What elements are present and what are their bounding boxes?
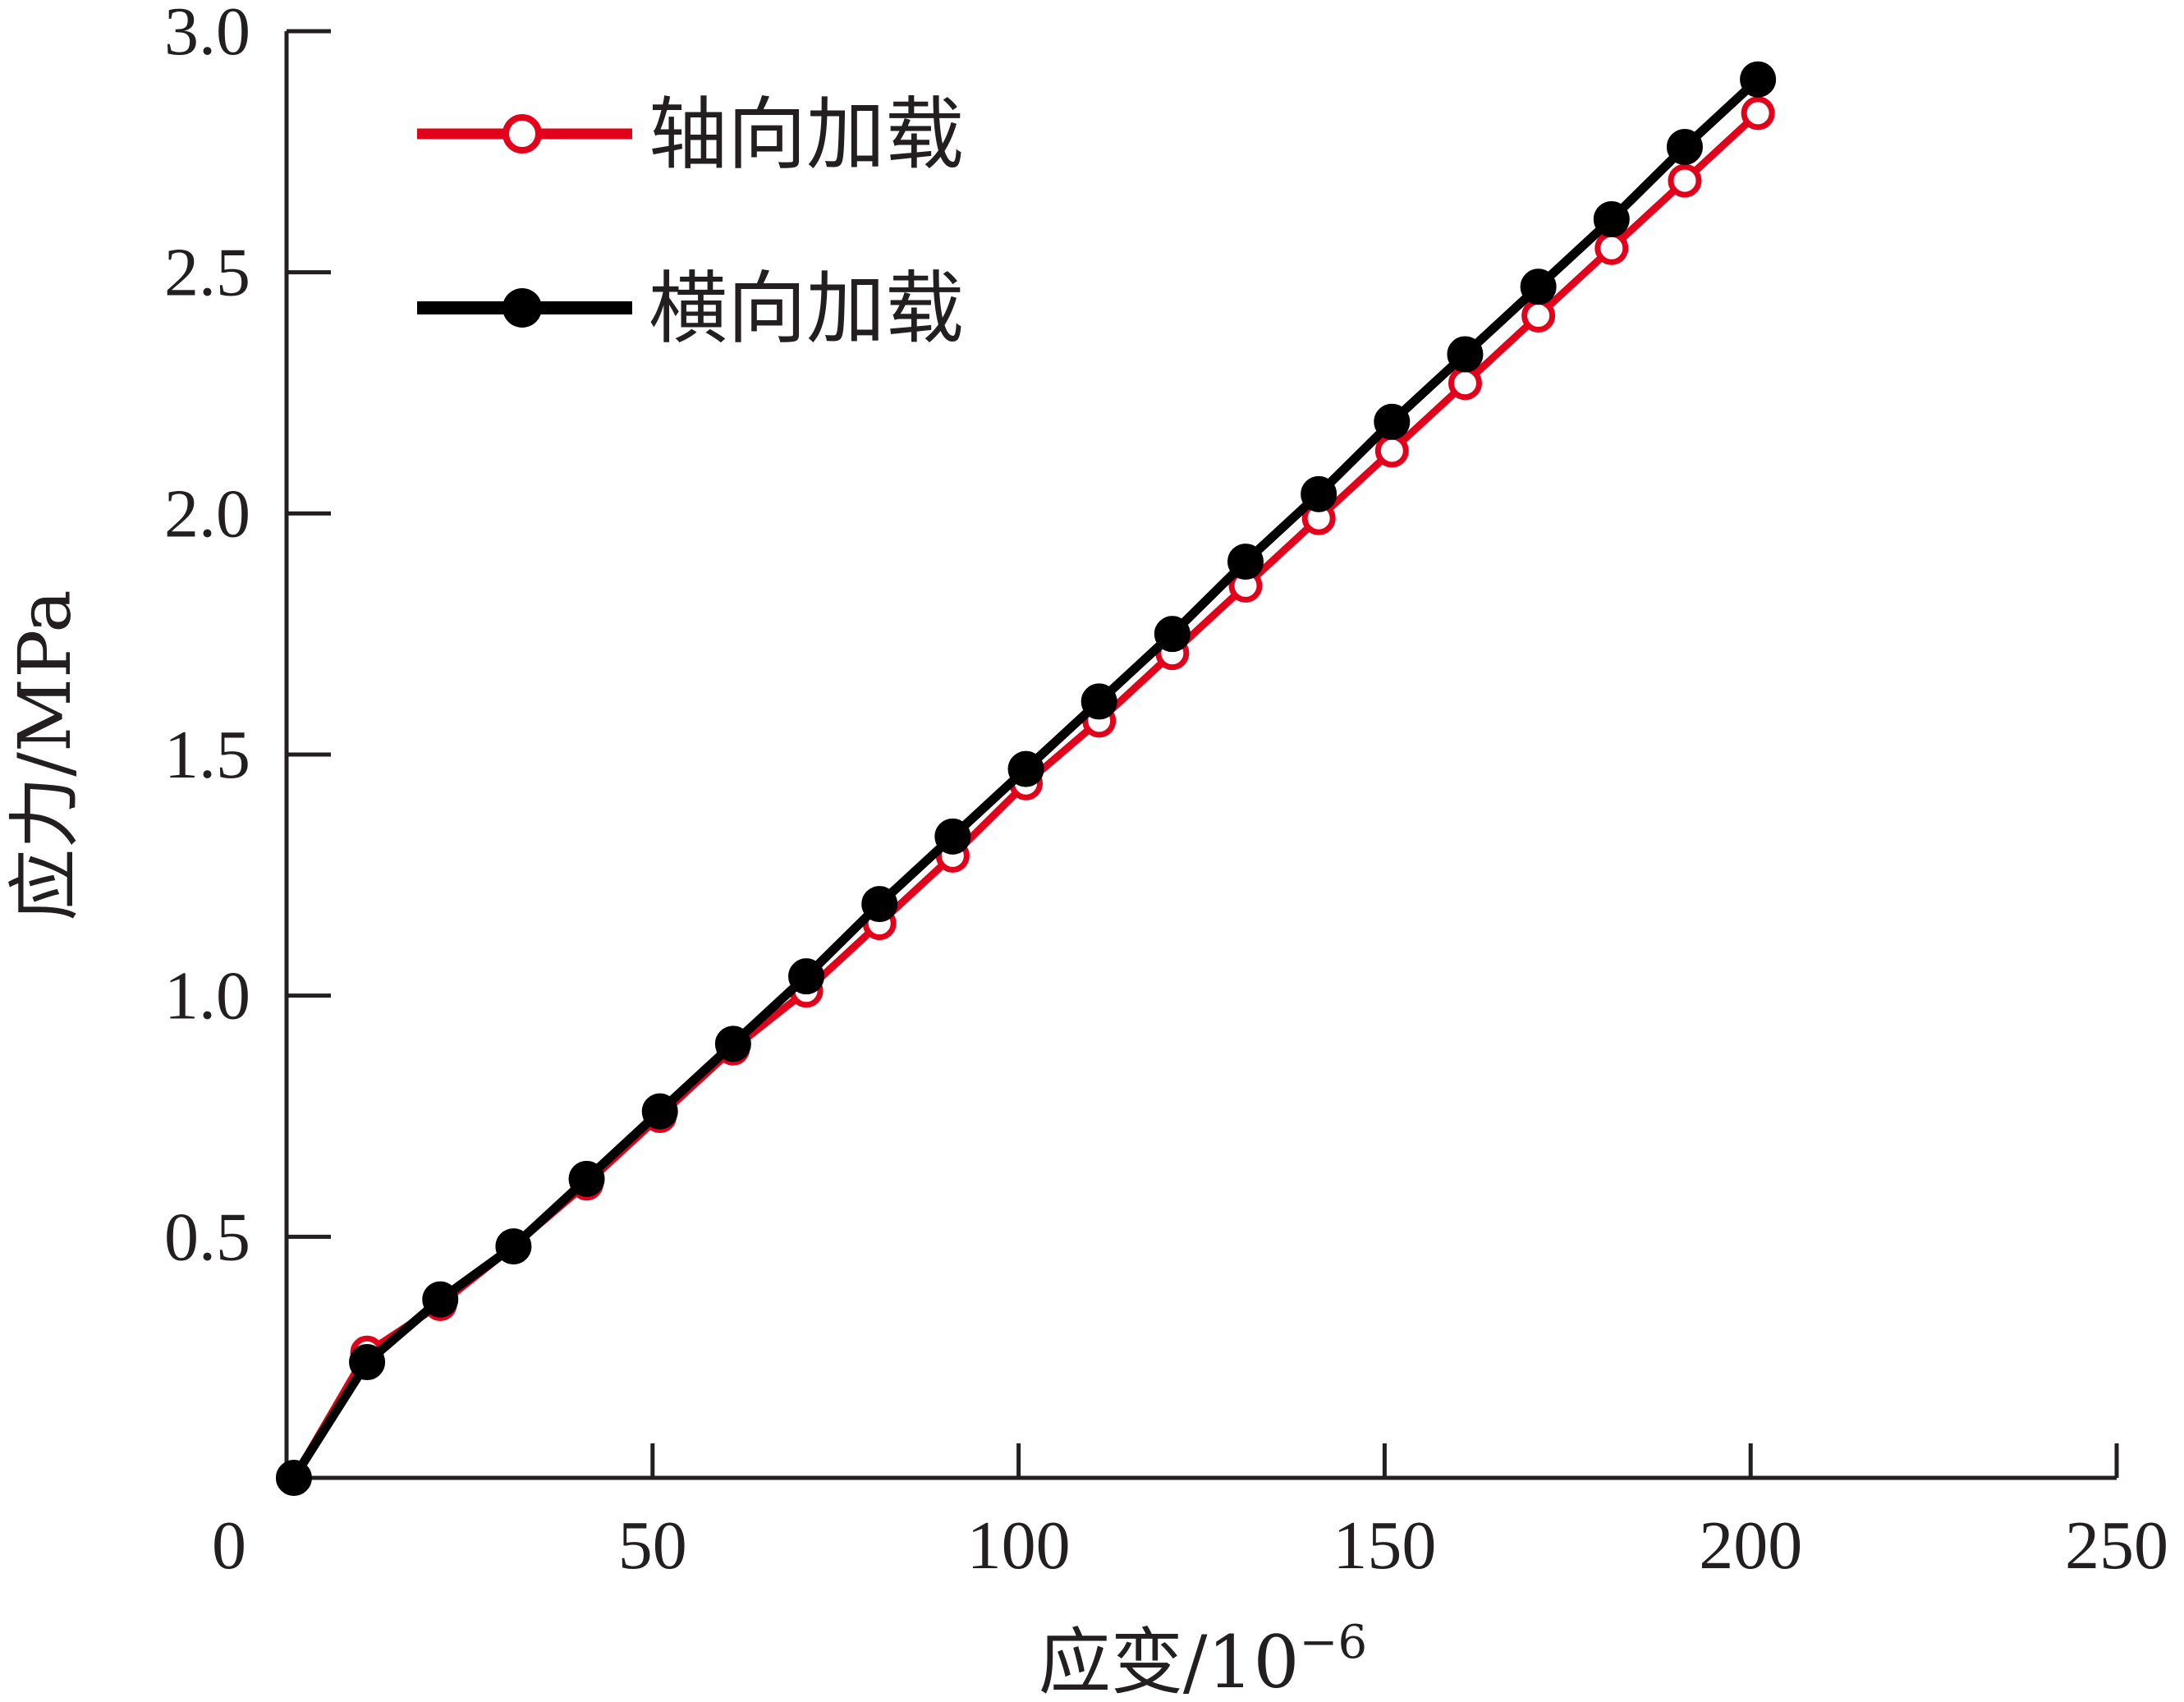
- legend-label: 横向加载: [649, 263, 964, 355]
- x-axis-title: 应变/10−6: [1039, 1616, 1367, 1702]
- data-point: [349, 1344, 386, 1381]
- data-point: [1007, 750, 1044, 787]
- y-tick-label: 0.5: [164, 1199, 250, 1275]
- legend-item-2: 横向加载: [417, 263, 964, 355]
- data-point: [1374, 434, 1409, 468]
- y-tick-label: 2.0: [164, 475, 250, 552]
- legend-marker: [502, 288, 542, 328]
- data-point: [422, 1281, 459, 1318]
- data-point: [1520, 268, 1557, 305]
- series-2: [275, 61, 1777, 1496]
- data-point: [1741, 96, 1775, 131]
- x-tick-label: 150: [1333, 1507, 1436, 1584]
- data-point: [714, 1025, 751, 1062]
- x-tick-label: 100: [967, 1507, 1071, 1584]
- legend-label: 轴向加载: [649, 89, 964, 181]
- x-tick-label: 200: [1699, 1507, 1802, 1584]
- data-point: [641, 1093, 678, 1130]
- data-point: [1740, 61, 1777, 98]
- y-tick-label: 1.5: [164, 717, 250, 793]
- legend-marker: [502, 114, 542, 154]
- legend-item-1: 轴向加载: [417, 89, 964, 181]
- y-tick-label: 1.0: [164, 958, 250, 1035]
- data-point: [1447, 336, 1484, 373]
- y-tick-label: 3.0: [164, 0, 250, 70]
- data-point: [1666, 128, 1703, 165]
- data-point: [1594, 231, 1629, 265]
- x-axis-title-text: 应变/10: [1039, 1620, 1300, 1702]
- x-tick-label: 250: [2065, 1507, 2168, 1584]
- data-point: [1448, 366, 1482, 401]
- data-point: [861, 886, 898, 923]
- data-point: [788, 958, 825, 995]
- y-axis-title: 应力/MPa: [2, 590, 87, 920]
- data-point: [1521, 299, 1556, 333]
- x-tick-label: 50: [618, 1507, 687, 1584]
- data-point: [1081, 683, 1117, 720]
- data-point: [1374, 403, 1411, 440]
- x-tick-label: 0: [212, 1507, 246, 1584]
- data-point: [568, 1160, 605, 1197]
- data-point: [934, 818, 971, 855]
- data-point: [1154, 616, 1191, 653]
- x-axis-title-superscript: −6: [1300, 1616, 1368, 1669]
- data-point: [1593, 201, 1630, 238]
- data-point: [1668, 163, 1702, 198]
- data-point: [1227, 544, 1264, 580]
- data-point: [495, 1228, 532, 1265]
- series-layer: [275, 61, 1777, 1496]
- data-point: [1301, 475, 1337, 512]
- y-tick-label: 2.5: [164, 235, 250, 311]
- data-point: [275, 1460, 312, 1496]
